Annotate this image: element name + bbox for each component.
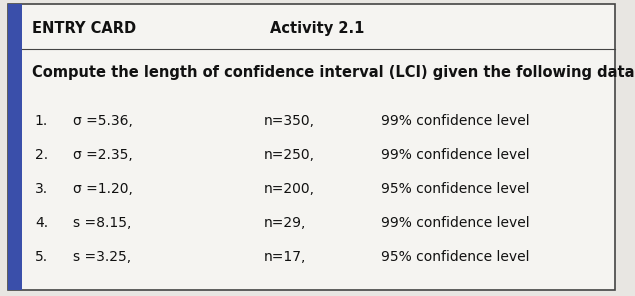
Text: 95% confidence level: 95% confidence level bbox=[381, 182, 530, 196]
Text: 99% confidence level: 99% confidence level bbox=[381, 148, 530, 162]
Text: 5.: 5. bbox=[35, 250, 48, 264]
Text: σ =5.36,: σ =5.36, bbox=[73, 114, 133, 128]
Text: s =8.15,: s =8.15, bbox=[73, 216, 131, 230]
Text: ENTRY CARD: ENTRY CARD bbox=[32, 21, 136, 36]
FancyBboxPatch shape bbox=[8, 4, 22, 290]
Text: σ =2.35,: σ =2.35, bbox=[73, 148, 133, 162]
Text: 99% confidence level: 99% confidence level bbox=[381, 216, 530, 230]
Text: n=250,: n=250, bbox=[264, 148, 314, 162]
Text: s =3.25,: s =3.25, bbox=[73, 250, 131, 264]
Text: 4.: 4. bbox=[35, 216, 48, 230]
Text: n=200,: n=200, bbox=[264, 182, 314, 196]
Text: 95% confidence level: 95% confidence level bbox=[381, 250, 530, 264]
Text: Compute the length of confidence interval (LCI) given the following data:: Compute the length of confidence interva… bbox=[32, 65, 635, 80]
Text: 99% confidence level: 99% confidence level bbox=[381, 114, 530, 128]
Text: 3.: 3. bbox=[35, 182, 48, 196]
Text: Activity 2.1: Activity 2.1 bbox=[271, 21, 364, 36]
Text: n=29,: n=29, bbox=[264, 216, 306, 230]
Text: σ =1.20,: σ =1.20, bbox=[73, 182, 133, 196]
Text: 2.: 2. bbox=[35, 148, 48, 162]
Text: n=350,: n=350, bbox=[264, 114, 314, 128]
Text: n=17,: n=17, bbox=[264, 250, 306, 264]
Text: 1.: 1. bbox=[35, 114, 48, 128]
FancyBboxPatch shape bbox=[8, 4, 615, 290]
